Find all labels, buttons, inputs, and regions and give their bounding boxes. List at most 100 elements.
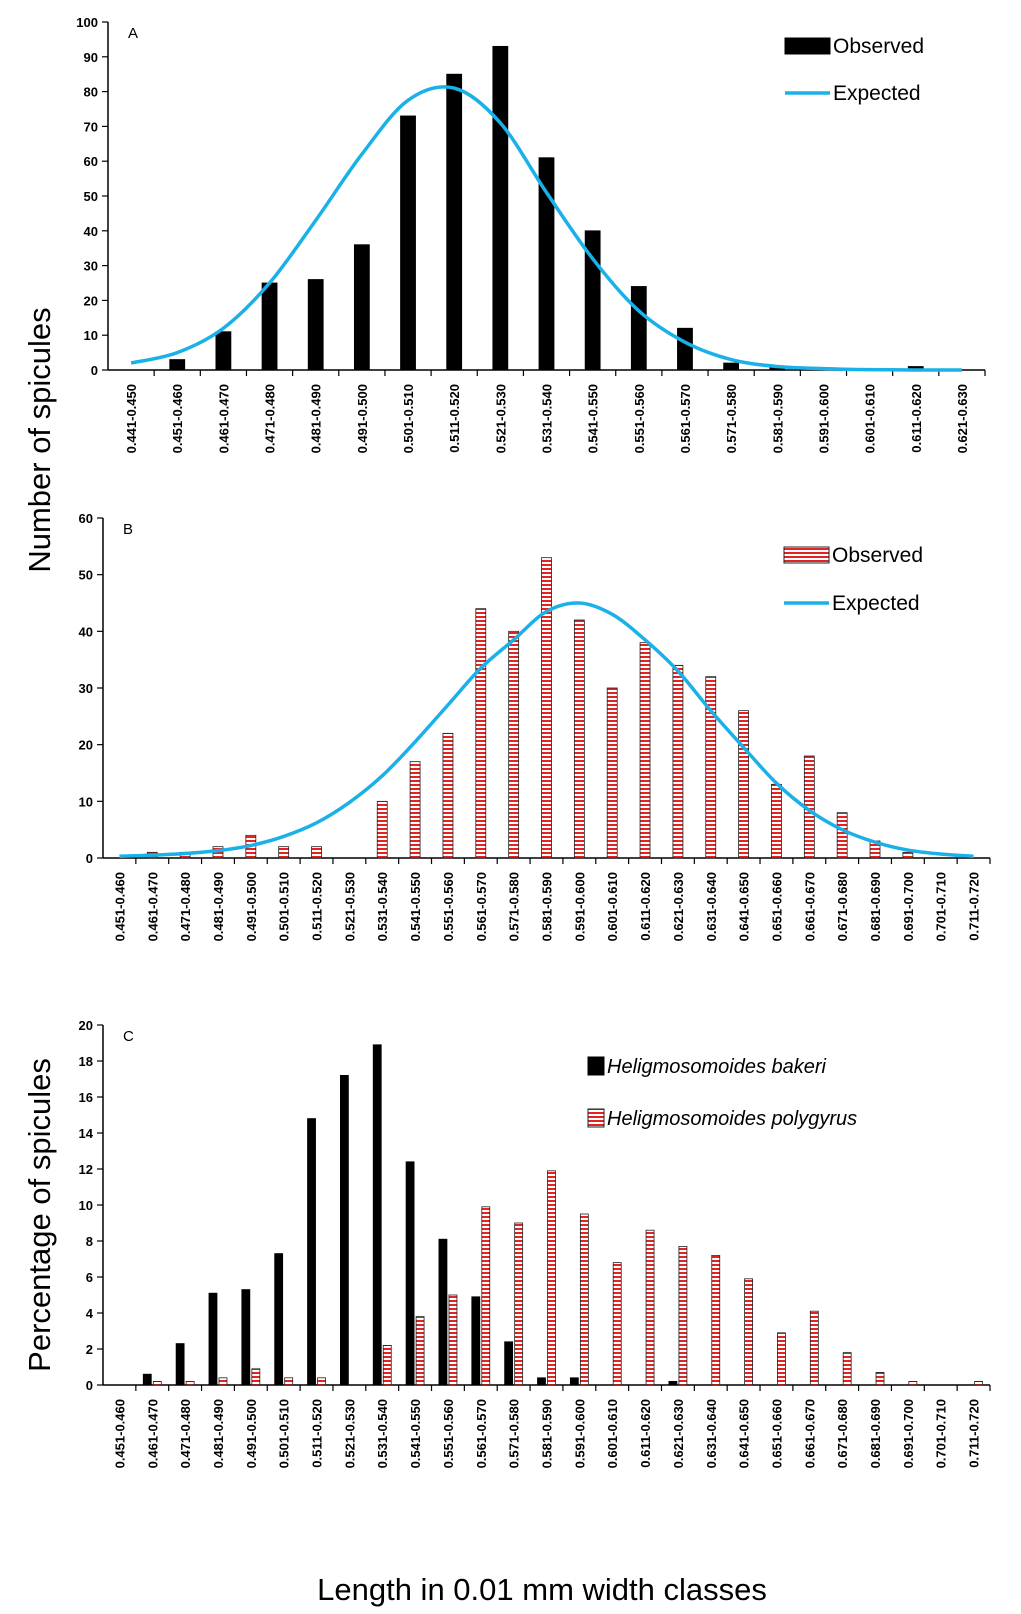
x-tick-label: 0.561-0.570 <box>474 1399 489 1468</box>
y-tick-label: 18 <box>79 1054 93 1069</box>
bar-heligmosomoides-polygyrus <box>415 1316 425 1386</box>
bar-heligmosomoides-bakeri <box>569 1377 579 1386</box>
legend-swatch <box>784 37 831 55</box>
bar-observed <box>771 783 782 859</box>
bar-heligmosomoides-bakeri <box>537 1377 546 1386</box>
bar-heligmosomoides-bakeri <box>504 1341 514 1386</box>
y-tick-label: 16 <box>79 1090 93 1105</box>
bar-heligmosomoides-bakeri <box>142 1373 152 1386</box>
x-tick-label: 0.481-0.490 <box>309 384 324 453</box>
legend-swatch <box>783 546 830 564</box>
x-tick-label: 0.501-0.510 <box>277 872 292 941</box>
legend-swatch <box>587 1108 605 1128</box>
panel-letter: B <box>123 521 133 538</box>
bar-observed <box>376 800 388 859</box>
bar-observed <box>677 327 693 371</box>
x-tick-label: 0.561-0.570 <box>678 384 693 453</box>
bar-observed <box>400 115 416 371</box>
x-axis-label: Length in 0.01 mm width classes <box>317 1572 767 1607</box>
x-tick-label: 0.481-0.490 <box>211 1399 226 1468</box>
x-tick-label: 0.561-0.570 <box>474 872 489 941</box>
x-tick-label: 0.541-0.550 <box>408 872 423 941</box>
bar-heligmosomoides-polygyrus <box>777 1332 786 1386</box>
x-tick-label: 0.641-0.650 <box>737 872 752 941</box>
bar-heligmosomoides-polygyrus <box>514 1222 524 1386</box>
y-tick-label: 12 <box>79 1162 93 1177</box>
bar-observed <box>705 676 717 859</box>
x-tick-label: 0.701-0.710 <box>934 872 949 941</box>
bar-observed <box>639 642 651 859</box>
x-tick-label: 0.601-0.610 <box>605 1399 620 1468</box>
bar-heligmosomoides-polygyrus <box>218 1377 228 1386</box>
bar-heligmosomoides-polygyrus <box>974 1381 983 1386</box>
legend-label: Observed <box>833 35 924 58</box>
bar-heligmosomoides-polygyrus <box>711 1255 721 1386</box>
bar-observed <box>278 846 290 859</box>
x-tick-label: 0.531-0.540 <box>375 872 390 941</box>
x-tick-label: 0.481-0.490 <box>211 872 226 941</box>
y-tick-label: 30 <box>84 259 98 274</box>
bar-heligmosomoides-polygyrus <box>875 1372 885 1386</box>
x-tick-label: 0.641-0.650 <box>737 1399 752 1468</box>
x-tick-label: 0.491-0.500 <box>244 872 259 941</box>
bar-heligmosomoides-polygyrus <box>645 1229 655 1386</box>
bar-heligmosomoides-bakeri <box>339 1075 349 1386</box>
x-tick-label: 0.621-0.630 <box>671 872 686 941</box>
bar-observed <box>311 846 322 859</box>
bar-heligmosomoides-bakeri <box>372 1044 382 1386</box>
bar-observed <box>442 732 454 859</box>
x-tick-label: 0.461-0.470 <box>216 384 231 453</box>
bar-observed <box>446 73 463 371</box>
x-tick-label: 0.541-0.550 <box>408 1399 423 1468</box>
x-tick-label: 0.661-0.670 <box>802 1399 817 1468</box>
y-tick-label: 50 <box>79 568 93 583</box>
x-tick-label: 0.591-0.600 <box>572 1399 587 1468</box>
x-tick-label: 0.531-0.540 <box>540 384 555 453</box>
legend-label: Heligmosomoides polygyrus <box>607 1108 857 1130</box>
bar-observed <box>353 244 370 371</box>
bar-heligmosomoides-bakeri <box>208 1292 218 1386</box>
panel-letter: A <box>128 25 138 42</box>
y-tick-label: 4 <box>86 1306 94 1321</box>
x-tick-label: 0.611-0.620 <box>909 384 924 453</box>
bar-heligmosomoides-bakeri <box>241 1289 251 1386</box>
bar-observed <box>541 557 552 859</box>
y-tick-label: 20 <box>84 293 98 308</box>
bar-heligmosomoides-polygyrus <box>744 1278 754 1386</box>
bar-heligmosomoides-polygyrus <box>448 1294 458 1386</box>
x-tick-label: 0.471-0.480 <box>263 384 278 453</box>
x-tick-label: 0.651-0.660 <box>769 872 784 941</box>
x-tick-label: 0.691-0.700 <box>901 872 916 941</box>
y-tick-label: 60 <box>84 154 98 169</box>
x-tick-label: 0.451-0.460 <box>112 1399 127 1468</box>
legend-label: Observed <box>832 544 923 567</box>
bar-heligmosomoides-polygyrus <box>317 1377 326 1386</box>
bar-observed <box>492 45 509 371</box>
y-tick-label: 10 <box>84 328 98 343</box>
legend-label: Heligmosomoides bakeri <box>607 1056 827 1078</box>
y-tick-label: 40 <box>84 224 98 239</box>
y-tick-label: 0 <box>86 851 93 866</box>
bar-heligmosomoides-bakeri <box>307 1118 316 1386</box>
bar-heligmosomoides-polygyrus <box>185 1381 195 1386</box>
x-tick-label: 0.701-0.710 <box>934 1399 949 1468</box>
bar-observed <box>606 687 618 859</box>
x-tick-label: 0.451-0.460 <box>170 384 185 453</box>
bar-heligmosomoides-polygyrus <box>284 1377 294 1386</box>
x-tick-label: 0.601-0.610 <box>605 872 620 941</box>
x-tick-label: 0.551-0.560 <box>441 872 456 941</box>
bar-heligmosomoides-polygyrus <box>547 1170 556 1386</box>
x-tick-label: 0.521-0.530 <box>342 872 357 941</box>
bar-heligmosomoides-polygyrus <box>382 1345 392 1386</box>
y-tick-label: 40 <box>79 624 93 639</box>
chart-panel-a: 0 10 20 30 40 50 60 70 80 90 100 0.441-0.450 0.451-0… <box>76 15 986 453</box>
bar-heligmosomoides-bakeri <box>471 1296 481 1386</box>
x-tick-label: 0.671-0.680 <box>835 1399 850 1468</box>
x-tick-label: 0.491-0.500 <box>244 1399 259 1468</box>
y-tick-label: 8 <box>86 1234 93 1249</box>
y-tick-label: 100 <box>76 15 98 30</box>
y-axis-label-percentage: Percentage of spicules <box>22 1058 57 1372</box>
bar-observed <box>836 812 848 859</box>
x-tick-label: 0.671-0.680 <box>835 872 850 941</box>
